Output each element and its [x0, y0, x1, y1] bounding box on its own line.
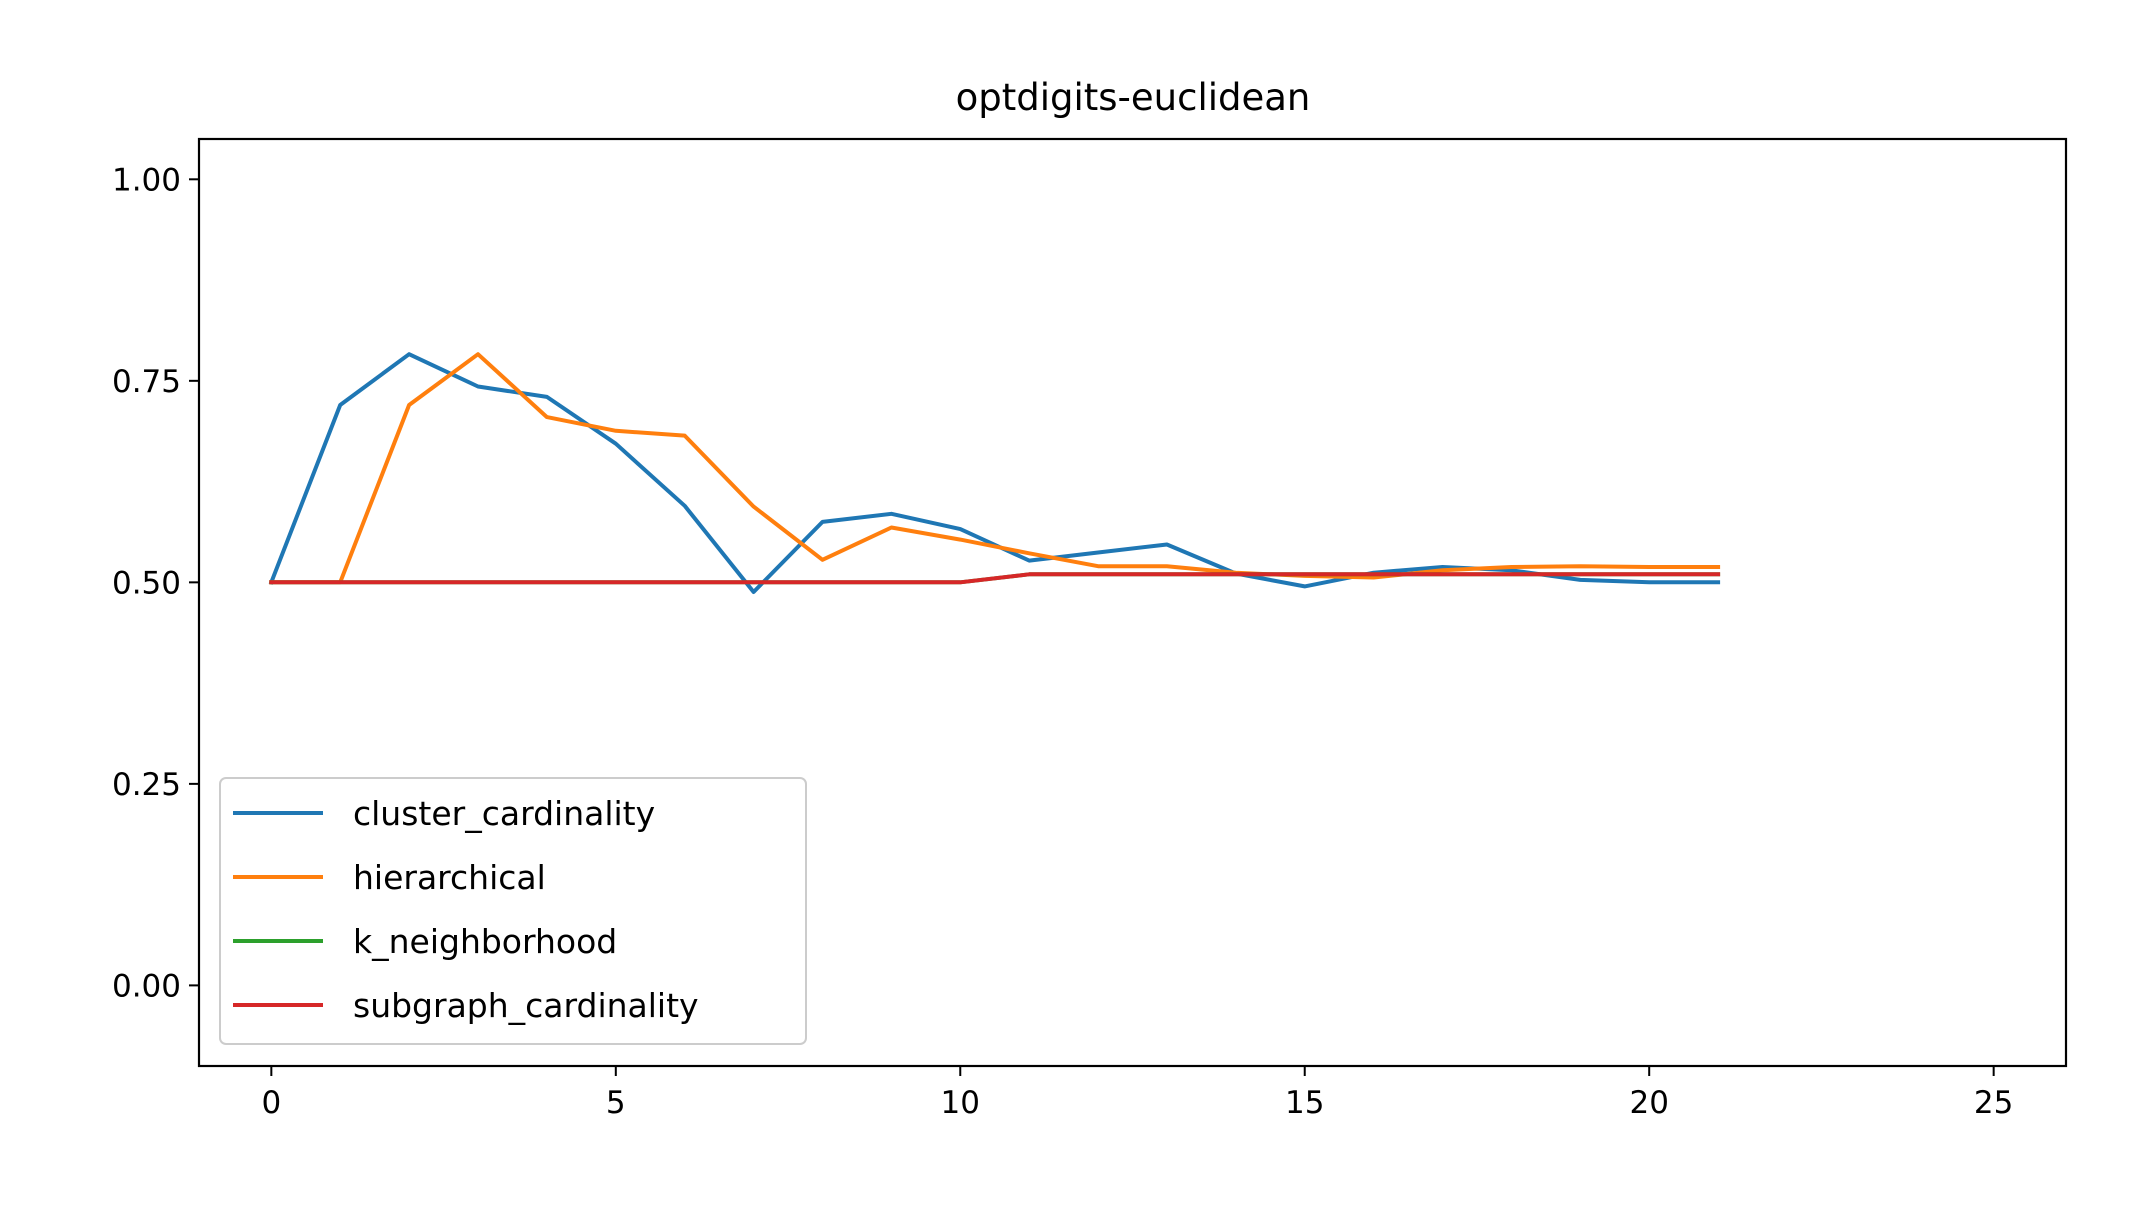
y-tick-label: 0.50	[112, 565, 181, 601]
legend-label: hierarchical	[353, 858, 546, 897]
y-tick-label: 0.25	[112, 767, 181, 803]
x-tick-label: 10	[941, 1085, 980, 1121]
legend: cluster_cardinality hierarchical k_neighbo…	[219, 777, 807, 1045]
legend-label: subgraph_cardinality	[353, 986, 699, 1025]
x-tick-label: 0	[261, 1085, 281, 1121]
legend-box	[219, 777, 807, 1045]
plot-area	[197, 137, 2068, 1068]
x-tick-label: 20	[1629, 1085, 1668, 1121]
legend-label: k_neighborhood	[353, 922, 617, 961]
series-line-hierarchical	[269, 352, 1721, 585]
y-tick-label: 0.75	[112, 364, 181, 400]
x-axis: 0 5 10 15 20 25	[261, 1066, 2013, 1121]
y-axis: 0.00 0.25 0.50 0.75 1.00	[112, 162, 199, 1004]
series-line-subgraph-cardinality	[269, 572, 1721, 585]
y-tick-label: 0.00	[112, 968, 181, 1004]
series-lines	[268, 352, 1721, 594]
x-tick-label: 15	[1285, 1085, 1324, 1121]
legend-items: cluster_cardinality hierarchical k_neighbo…	[233, 794, 699, 1025]
x-tick-label: 25	[1974, 1085, 2013, 1121]
legend-label: cluster_cardinality	[353, 794, 655, 833]
chart-title: optdigits-euclidean	[956, 76, 1311, 119]
y-tick-label: 1.00	[112, 162, 181, 198]
x-tick-label: 5	[606, 1085, 626, 1121]
